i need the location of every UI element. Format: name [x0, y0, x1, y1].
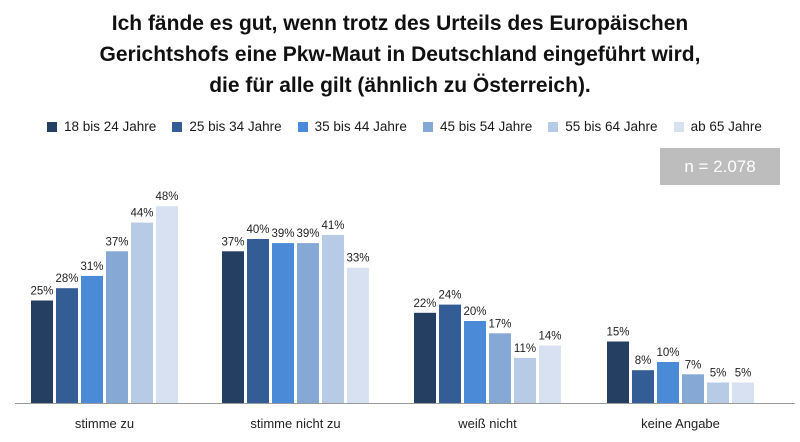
bar: [131, 222, 153, 403]
bar: [489, 333, 511, 403]
bar: [414, 312, 436, 403]
legend-item: 35 bis 44 Jahre: [297, 119, 407, 134]
bar-value-label: 48%: [155, 191, 178, 203]
bar: [322, 234, 344, 403]
bar-value-label: 15%: [606, 327, 629, 339]
bar-value-label: 41%: [321, 220, 344, 232]
bar-value-label: 39%: [271, 228, 294, 240]
bar-value-label: 11%: [514, 343, 536, 355]
bar: [657, 362, 679, 403]
legend-swatch: [548, 121, 559, 132]
bar: [464, 321, 486, 403]
bar-value-label: 7%: [685, 359, 702, 371]
chart-title: Ich fände es gut, wenn trotz des Urteils…: [0, 8, 800, 101]
bar-value-label: 28%: [55, 273, 78, 285]
sample-size-badge: n = 2.078: [660, 148, 780, 185]
legend-label: 25 bis 34 Jahre: [189, 119, 282, 134]
bar-value-label: 10%: [656, 347, 679, 359]
bar: [81, 275, 103, 403]
bar-value-label: 5%: [710, 368, 727, 380]
bar: [297, 243, 319, 403]
bar-value-label: 40%: [246, 224, 269, 236]
bar: [247, 239, 269, 403]
bar: [272, 243, 294, 403]
legend-swatch: [172, 121, 183, 132]
bar-value-label: 22%: [413, 298, 436, 310]
bar-value-label: 25%: [30, 286, 53, 298]
legend-swatch: [422, 121, 433, 132]
category-label: keine Angabe: [641, 416, 720, 431]
legend-item: 45 bis 54 Jahre: [422, 119, 533, 134]
bar: [607, 341, 629, 403]
chart-title-line-2: Gerichtshofs eine Pkw-Maut in Deutschlan…: [99, 43, 701, 66]
bar: [682, 374, 704, 403]
chart-legend: 18 bis 24 Jahre 25 bis 34 Jahre 35 bis 44 …: [47, 119, 778, 134]
legend-label: ab 65 Jahre: [690, 119, 762, 134]
legend-swatch: [297, 121, 308, 132]
bar: [56, 288, 78, 403]
bar-value-label: 33%: [346, 253, 369, 265]
bar-value-label: 37%: [105, 236, 128, 248]
bar: [439, 304, 461, 403]
category-label: stimme nicht zu: [250, 416, 340, 431]
bar: [707, 382, 729, 403]
bar: [632, 370, 654, 403]
bar-value-label: 17%: [488, 318, 511, 330]
bar-value-label: 39%: [296, 228, 319, 240]
legend-label: 45 bis 54 Jahre: [439, 119, 533, 134]
bar: [156, 206, 178, 403]
legend-item: ab 65 Jahre: [673, 119, 762, 134]
chart-title-line-1: Ich fände es gut, wenn trotz des Urteils…: [111, 12, 689, 35]
bar-value-label: 37%: [221, 236, 244, 248]
bar-value-label: 24%: [438, 290, 461, 302]
legend-label: 55 bis 64 Jahre: [565, 119, 658, 134]
category-label: weiß nicht: [457, 416, 517, 431]
bar: [514, 357, 536, 403]
legend-label: 35 bis 44 Jahre: [314, 119, 407, 134]
chart-title-line-3: die für alle gilt (ähnlich zu Österreich…: [209, 74, 591, 97]
bar-value-label: 5%: [735, 368, 752, 380]
legend-label: 18 bis 24 Jahre: [64, 119, 157, 134]
bar: [106, 251, 128, 403]
bar-value-label: 31%: [80, 261, 103, 273]
bar-value-label: 44%: [130, 208, 153, 220]
legend-swatch: [47, 121, 57, 132]
legend-swatch: [673, 121, 684, 132]
bar: [31, 300, 53, 403]
bar: [222, 251, 244, 403]
bar-value-label: 8%: [635, 355, 652, 367]
category-label: stimme zu: [75, 416, 134, 431]
bar-value-label: 14%: [538, 331, 561, 343]
bar: [732, 382, 754, 403]
legend-item: 55 bis 64 Jahre: [548, 119, 658, 134]
bar-value-label: 20%: [463, 306, 486, 318]
bar: [539, 345, 561, 403]
legend-item: 18 bis 24 Jahre: [47, 119, 156, 134]
bar: [347, 267, 369, 403]
legend-item: 25 bis 34 Jahre: [172, 119, 282, 134]
